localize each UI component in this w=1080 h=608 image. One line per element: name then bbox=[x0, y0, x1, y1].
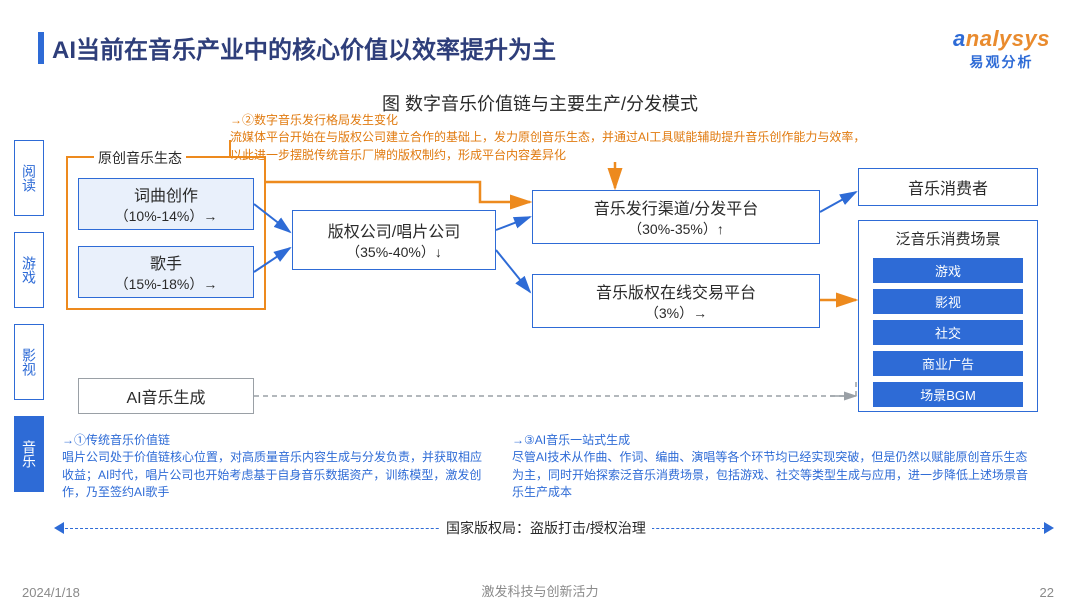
node-label-company: 版权公司/唱片公司 （35%-40%）↓ bbox=[292, 210, 496, 270]
consume-panel-title: 泛音乐消费场景 bbox=[895, 228, 1000, 249]
pill-ad: 商业广告 bbox=[873, 351, 1023, 376]
annotation-traditional-chain: →①传统音乐价值链 唱片公司处于价值链核心位置，对高质量音乐内容生成与分发负责，… bbox=[62, 432, 482, 502]
logo-wordmark: analysys bbox=[953, 26, 1050, 52]
sidebar-item-reading[interactable]: 阅读 bbox=[14, 140, 44, 216]
annotation-distribution-change: →②数字音乐发行格局发生变化 流媒体平台开始在与版权公司建立合作的基础上，发力原… bbox=[230, 112, 870, 164]
category-sidebar: 阅读 游戏 影视 音乐 bbox=[14, 140, 44, 508]
title-accent-bar bbox=[38, 32, 44, 64]
node-ai-music-gen: AI音乐生成 bbox=[78, 378, 254, 414]
node-singer: 歌手 （15%-18%）→ bbox=[78, 246, 254, 298]
rule-arrow-left-icon bbox=[54, 522, 64, 534]
pill-game: 游戏 bbox=[873, 258, 1023, 283]
sidebar-item-music[interactable]: 音乐 bbox=[14, 416, 44, 492]
footer-page: 22 bbox=[1040, 585, 1054, 600]
annotation-ai-one-stop: →③AI音乐一站式生成 尽管AI技术从作曲、作词、编曲、演唱等各个环节均已经实现… bbox=[512, 432, 1032, 502]
pill-video: 影视 bbox=[873, 289, 1023, 314]
node-compose: 词曲创作 （10%-14%）→ bbox=[78, 178, 254, 230]
pill-social: 社交 bbox=[873, 320, 1023, 345]
node-consumer: 音乐消费者 bbox=[858, 168, 1038, 206]
pill-bgm: 场景BGM bbox=[873, 382, 1023, 407]
pan-music-consume-panel: 泛音乐消费场景 游戏 影视 社交 商业广告 场景BGM bbox=[858, 220, 1038, 412]
governance-label: 国家版权局：盗版打击/授权治理 bbox=[440, 518, 652, 538]
footer-motto: 激发科技与创新活力 bbox=[0, 581, 1080, 600]
rule-arrow-right-icon bbox=[1044, 522, 1054, 534]
node-trading-platform: 音乐版权在线交易平台 （3%）→ bbox=[532, 274, 820, 328]
sidebar-item-video[interactable]: 影视 bbox=[14, 324, 44, 400]
node-distribution: 音乐发行渠道/分发平台 （30%-35%）↑ bbox=[532, 190, 820, 244]
logo-subtext: 易观分析 bbox=[953, 52, 1050, 72]
page-title-row: AI当前在音乐产业中的核心价值以效率提升为主 bbox=[38, 30, 556, 65]
value-chain-diagram: →②数字音乐发行格局发生变化 流媒体平台开始在与版权公司建立合作的基础上，发力原… bbox=[60, 132, 1060, 552]
ecosystem-label: 原创音乐生态 bbox=[94, 148, 186, 168]
brand-logo: analysys 易观分析 bbox=[953, 26, 1050, 72]
page-title: AI当前在音乐产业中的核心价值以效率提升为主 bbox=[52, 30, 556, 65]
sidebar-item-game[interactable]: 游戏 bbox=[14, 232, 44, 308]
